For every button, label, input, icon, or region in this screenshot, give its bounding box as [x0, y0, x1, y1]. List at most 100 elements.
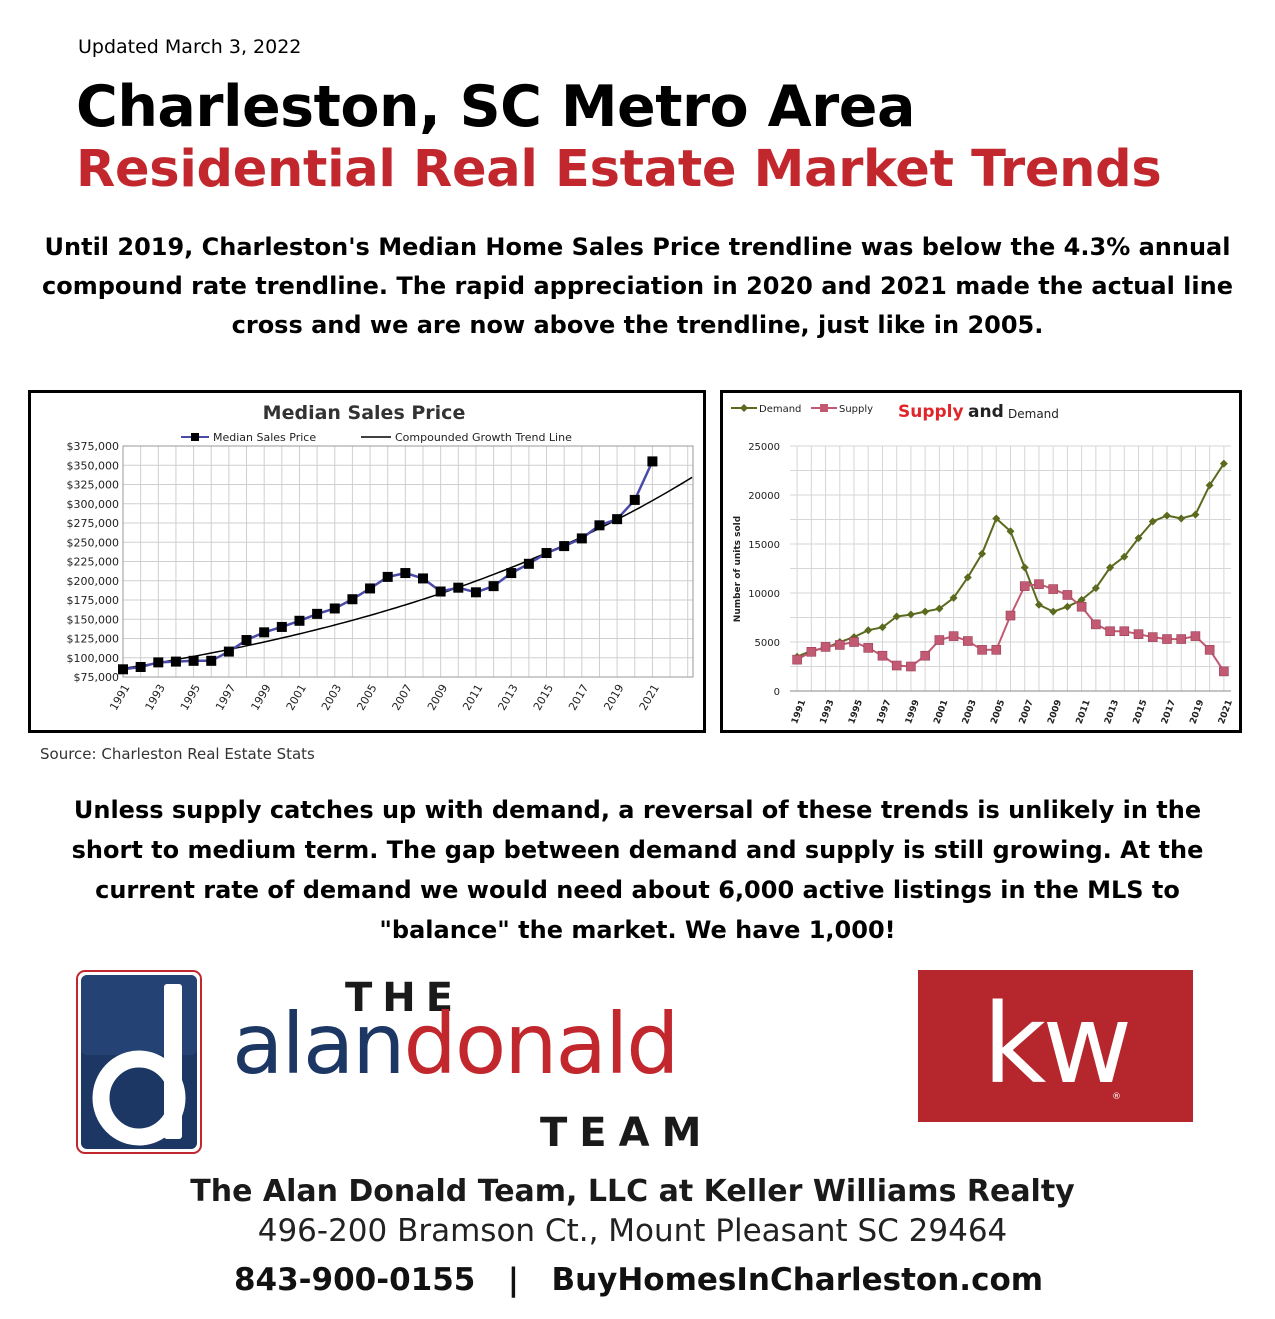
supply-demand-chart: Demand Supply Supply and Demand 0 5000 10000 150…: [720, 390, 1242, 733]
demand-point: [963, 573, 972, 582]
legend-marker-demand: [740, 404, 748, 412]
page-title: Charleston, SC Metro Area: [76, 74, 915, 140]
chart-title-supply: Supply: [898, 402, 964, 422]
median-sales-price-chart: Median Sales Price $75,000 $100,000 $125,00…: [28, 390, 706, 733]
demand-point: [1077, 595, 1086, 604]
demand-point: [1034, 600, 1043, 609]
median-price-point: [347, 594, 358, 605]
supply-point: [934, 635, 945, 645]
demand-point: [992, 514, 1001, 523]
median-price-point: [523, 558, 534, 569]
chart-title-and: and: [968, 402, 1004, 422]
supply-point: [1190, 631, 1201, 641]
legend-marker-median: [191, 433, 199, 441]
median-price-point: [506, 568, 517, 579]
brand-team: TEAM: [540, 1110, 714, 1156]
median-price-point: [153, 657, 164, 668]
median-price-point: [294, 615, 305, 626]
median-price-point: [329, 603, 340, 614]
median-price-point: [453, 582, 464, 593]
x-tick-label: 2003: [319, 682, 344, 713]
demand-point: [1134, 534, 1143, 543]
demand-point: [1049, 607, 1058, 616]
y-tick-label: 20000: [748, 491, 780, 502]
demand-point: [1106, 563, 1115, 572]
supply-point: [1034, 579, 1044, 589]
median-price-point: [118, 664, 128, 675]
x-tick-label: 1997: [213, 682, 238, 713]
contact-line[interactable]: 843-900-0155 | BuyHomesInCharleston.com: [233, 1262, 1044, 1298]
x-tick-label: 2013: [496, 682, 521, 713]
median-price-point: [470, 587, 481, 598]
brand-donald: donald: [403, 995, 680, 1093]
page-subtitle: Residential Real Estate Market Trends: [76, 140, 1162, 199]
supply-point: [1005, 610, 1016, 621]
x-tick-label: 2019: [601, 682, 626, 713]
median-price-point: [435, 586, 446, 597]
demand-point: [892, 612, 901, 621]
x-tick-label: 2007: [1018, 699, 1036, 726]
supply-point: [991, 645, 1002, 655]
y-tick-label: $200,000: [67, 575, 120, 588]
x-tick-label: 2001: [932, 699, 950, 726]
supply-point: [1162, 634, 1172, 644]
x-tick-label: 2011: [1075, 699, 1093, 726]
kw-logo: kw ®: [918, 970, 1193, 1122]
y-axis-label: Number of units sold: [733, 516, 743, 622]
body-paragraph: Unless supply catches up with demand, a …: [71, 796, 1204, 944]
y-tick-label: $125,000: [67, 633, 120, 646]
y-tick-label: $175,000: [67, 594, 120, 607]
y-tick-label: 0: [774, 687, 780, 698]
demand-point: [949, 593, 958, 602]
legend-label-demand: Demand: [759, 404, 801, 415]
demand-point: [1205, 481, 1214, 490]
demand-point: [921, 607, 930, 616]
legend-label-median: Median Sales Price: [213, 431, 316, 444]
y-tick-label: 25000: [748, 442, 780, 453]
demand-point: [1063, 602, 1072, 611]
supply-demand-svg: Demand Supply Supply and Demand0500010000150…: [731, 402, 1235, 726]
x-tick-label: 2021: [637, 682, 662, 713]
supply-point: [963, 636, 973, 646]
demand-point: [864, 626, 873, 635]
demand-point: [1020, 563, 1029, 572]
supply-point: [948, 631, 959, 641]
y-tick-label: $225,000: [67, 556, 120, 569]
median-price-point: [400, 568, 411, 579]
median-price-point: [382, 571, 393, 582]
median-price-point: [365, 583, 376, 594]
median-price-point: [312, 608, 323, 619]
median-price-point: [188, 655, 199, 666]
demand-point: [1191, 510, 1200, 519]
supply-point: [1133, 629, 1144, 639]
median-price-point: [576, 533, 587, 544]
y-tick-label: $150,000: [67, 613, 120, 626]
median-price-point: [647, 456, 658, 467]
x-tick-label: 2015: [531, 682, 556, 713]
median-price-point: [612, 514, 623, 525]
demand-point: [1162, 511, 1171, 520]
brand-alan: alan: [232, 995, 406, 1093]
x-tick-label: 1997: [876, 699, 894, 726]
demand-point: [1219, 459, 1228, 468]
supply-point: [1119, 626, 1130, 637]
x-tick-label: 2005: [354, 682, 379, 713]
x-tick-label: 2019: [1189, 699, 1207, 726]
median-price-point: [135, 661, 146, 672]
x-tick-label: 2001: [284, 682, 309, 713]
x-tick-label: 2017: [1160, 699, 1178, 726]
median-price-point: [418, 573, 428, 584]
updated-date: Updated March 3, 2022: [78, 36, 302, 58]
y-tick-label: $300,000: [67, 498, 120, 511]
x-tick-label: 2009: [1046, 699, 1064, 726]
demand-point: [935, 604, 944, 613]
median-price-point: [241, 635, 252, 646]
brand-name: alandonald: [232, 995, 680, 1093]
demand-point: [878, 623, 887, 632]
company-address: 496-200 Bramson Ct., Mount Pleasant SC 2…: [257, 1213, 1008, 1249]
supply-point: [877, 650, 888, 661]
x-tick-label: 1991: [107, 682, 132, 713]
demand-point: [1091, 584, 1100, 593]
supply-point: [834, 640, 845, 650]
demand-point: [978, 549, 987, 558]
